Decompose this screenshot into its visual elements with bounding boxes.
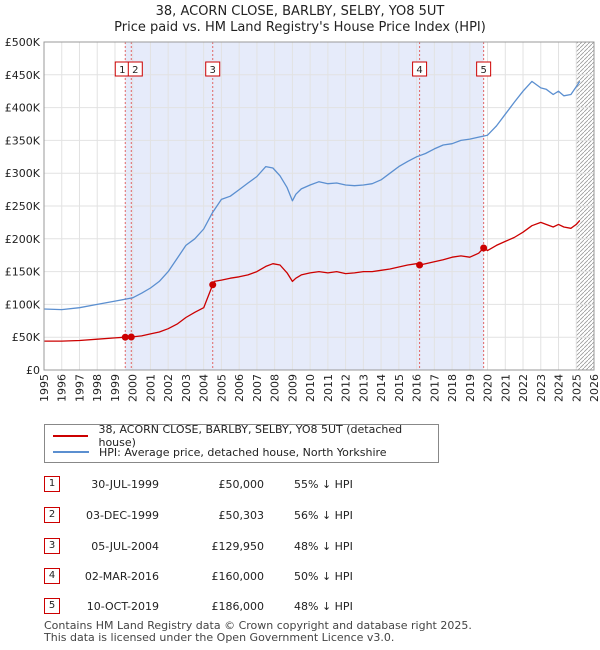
sale-point: [480, 244, 488, 252]
y-tick-label: £500K: [5, 36, 41, 49]
sale-box-label: 2: [132, 65, 138, 76]
y-tick-label: £350K: [5, 134, 41, 147]
chart-subtitle: Price paid vs. HM Land Registry's House …: [114, 20, 486, 35]
sale-box-label: 3: [210, 65, 216, 76]
x-tick-label: 2000: [127, 374, 140, 402]
sale-box: [127, 61, 143, 77]
x-tick-label: 2023: [535, 374, 548, 402]
x-tick-label: 2010: [304, 374, 317, 402]
x-tick-label: 1996: [56, 374, 69, 402]
sale-row: 1 30-JUL-1999 £50,000 55% ↓ HPI: [44, 474, 444, 494]
footer-line-copyright: Contains HM Land Registry data © Crown c…: [44, 619, 472, 632]
legend-label-property: 38, ACORN CLOSE, BARLBY, SELBY, YO8 5UT …: [98, 423, 403, 449]
x-tick-label: 2016: [411, 374, 424, 402]
y-tick-label: £400K: [5, 102, 41, 115]
x-tick-label: 2018: [446, 374, 459, 402]
sale-price: £129,950: [211, 540, 265, 553]
sale-row: 5 10-OCT-2019 £186,000 48% ↓ HPI: [44, 596, 444, 616]
sale-hpi-diff: 56% ↓ HPI: [294, 509, 353, 522]
x-tick-label: 2020: [482, 374, 495, 402]
x-tick-label: 2017: [428, 374, 441, 402]
sale-hpi-diff: 55% ↓ HPI: [294, 478, 353, 491]
sale-point: [209, 281, 217, 289]
sale-point: [127, 333, 135, 341]
footer-line-licence: This data is licensed under the Open Gov…: [44, 631, 395, 644]
sale-price: £186,000: [211, 600, 265, 613]
legend-item-property: 38, ACORN CLOSE, BARLBY, SELBY, YO8 5UT …: [53, 423, 438, 449]
chart-title-block: 38, ACORN CLOSE, BARLBY, SELBY, YO8 5UT …: [0, 4, 600, 36]
sale-box: [205, 61, 221, 77]
series-line-property: [44, 219, 581, 342]
sale-date: 05-JUL-2004: [91, 540, 159, 553]
sale-date: 03-DEC-1999: [85, 509, 159, 522]
x-tick-label: 2008: [269, 374, 282, 402]
sale-box: [412, 61, 428, 77]
y-tick-label: £50K: [12, 331, 41, 344]
legend: 38, ACORN CLOSE, BARLBY, SELBY, YO8 5UT …: [44, 423, 439, 463]
sale-point: [416, 261, 424, 269]
sale-row: 4 02-MAR-2016 £160,000 50% ↓ HPI: [44, 566, 444, 586]
x-tick-label: 2004: [198, 374, 211, 402]
sale-row: 2 03-DEC-1999 £50,303 56% ↓ HPI: [44, 505, 444, 525]
x-tick-label: 2012: [340, 374, 353, 402]
y-tick-label: £150K: [5, 266, 41, 279]
sale-date: 02-MAR-2016: [84, 570, 159, 583]
sale-number-badge: 1: [44, 476, 60, 492]
sale-number-badge: 3: [44, 538, 60, 554]
sale-price: £50,000: [218, 478, 265, 491]
x-tick-label: 2022: [517, 374, 530, 402]
sale-box-label: 5: [480, 65, 486, 76]
plot-border: [43, 41, 595, 371]
legend-item-hpi: HPI: Average price, detached house, Nort…: [53, 444, 387, 460]
sale-point: [121, 333, 129, 341]
sale-box-label: 4: [416, 65, 422, 76]
footer-attribution: Contains HM Land Registry data © Crown c…: [44, 620, 472, 644]
y-tick-label: £250K: [5, 200, 41, 213]
x-tick-label: 2005: [215, 374, 228, 402]
sale-hpi-diff: 48% ↓ HPI: [294, 540, 353, 553]
y-tick-label: £100K: [5, 298, 41, 311]
sale-hpi-diff: 48% ↓ HPI: [294, 600, 353, 613]
x-tick-label: 2013: [357, 374, 370, 402]
sale-box-label: 1: [119, 65, 125, 76]
x-tick-label: 1999: [109, 374, 122, 402]
y-tick-label: £300K: [5, 167, 41, 180]
x-tick-label: 2021: [499, 374, 512, 402]
x-tick-label: 2014: [375, 374, 388, 402]
chart-title: 38, ACORN CLOSE, BARLBY, SELBY, YO8 5UT: [155, 4, 445, 19]
x-tick-label: 2002: [162, 374, 175, 402]
sale-hpi-diff: 50% ↓ HPI: [294, 570, 353, 583]
legend-swatch-property: [53, 435, 89, 437]
y-tick-label: £200K: [5, 233, 41, 246]
x-tick-label: 2026: [588, 374, 600, 402]
sale-row: 3 05-JUL-2004 £129,950 48% ↓ HPI: [44, 536, 444, 556]
price-chart: 1 2 3 4 5 £0 £50K £100K £150K £200K £250K £300K £350…: [5, 36, 600, 402]
legend-label-hpi: HPI: Average price, detached house, Nort…: [99, 445, 387, 459]
sale-box: [476, 61, 492, 77]
x-tick-label: 1997: [73, 374, 86, 402]
x-tick-label: 2009: [286, 374, 299, 402]
sale-number-badge: 5: [44, 598, 60, 614]
y-tick-label: £450K: [5, 69, 41, 82]
x-tick-label: 2025: [570, 374, 583, 402]
sale-number-badge: 4: [44, 568, 60, 584]
sale-date: 30-JUL-1999: [91, 478, 159, 491]
sale-price: £160,000: [211, 570, 265, 583]
sale-price: £50,303: [218, 509, 265, 522]
x-tick-label: 2011: [322, 374, 335, 402]
sale-date: 10-OCT-2019: [86, 600, 159, 613]
series-line-hpi: [43, 80, 581, 311]
sale-number-badge: 2: [44, 507, 60, 523]
x-tick-label: 2019: [464, 374, 477, 402]
x-tick-label: 1998: [91, 374, 104, 402]
x-tick-label: 2006: [233, 374, 246, 402]
x-tick-label: 2024: [553, 374, 566, 402]
x-tick-label: 2015: [393, 374, 406, 402]
x-tick-label: 1995: [38, 374, 51, 402]
x-tick-label: 2007: [251, 374, 264, 402]
x-tick-label: 2003: [180, 374, 193, 402]
y-tick-label: £0: [26, 364, 40, 377]
legend-swatch-hpi: [53, 451, 89, 453]
x-tick-label: 2001: [144, 374, 157, 402]
